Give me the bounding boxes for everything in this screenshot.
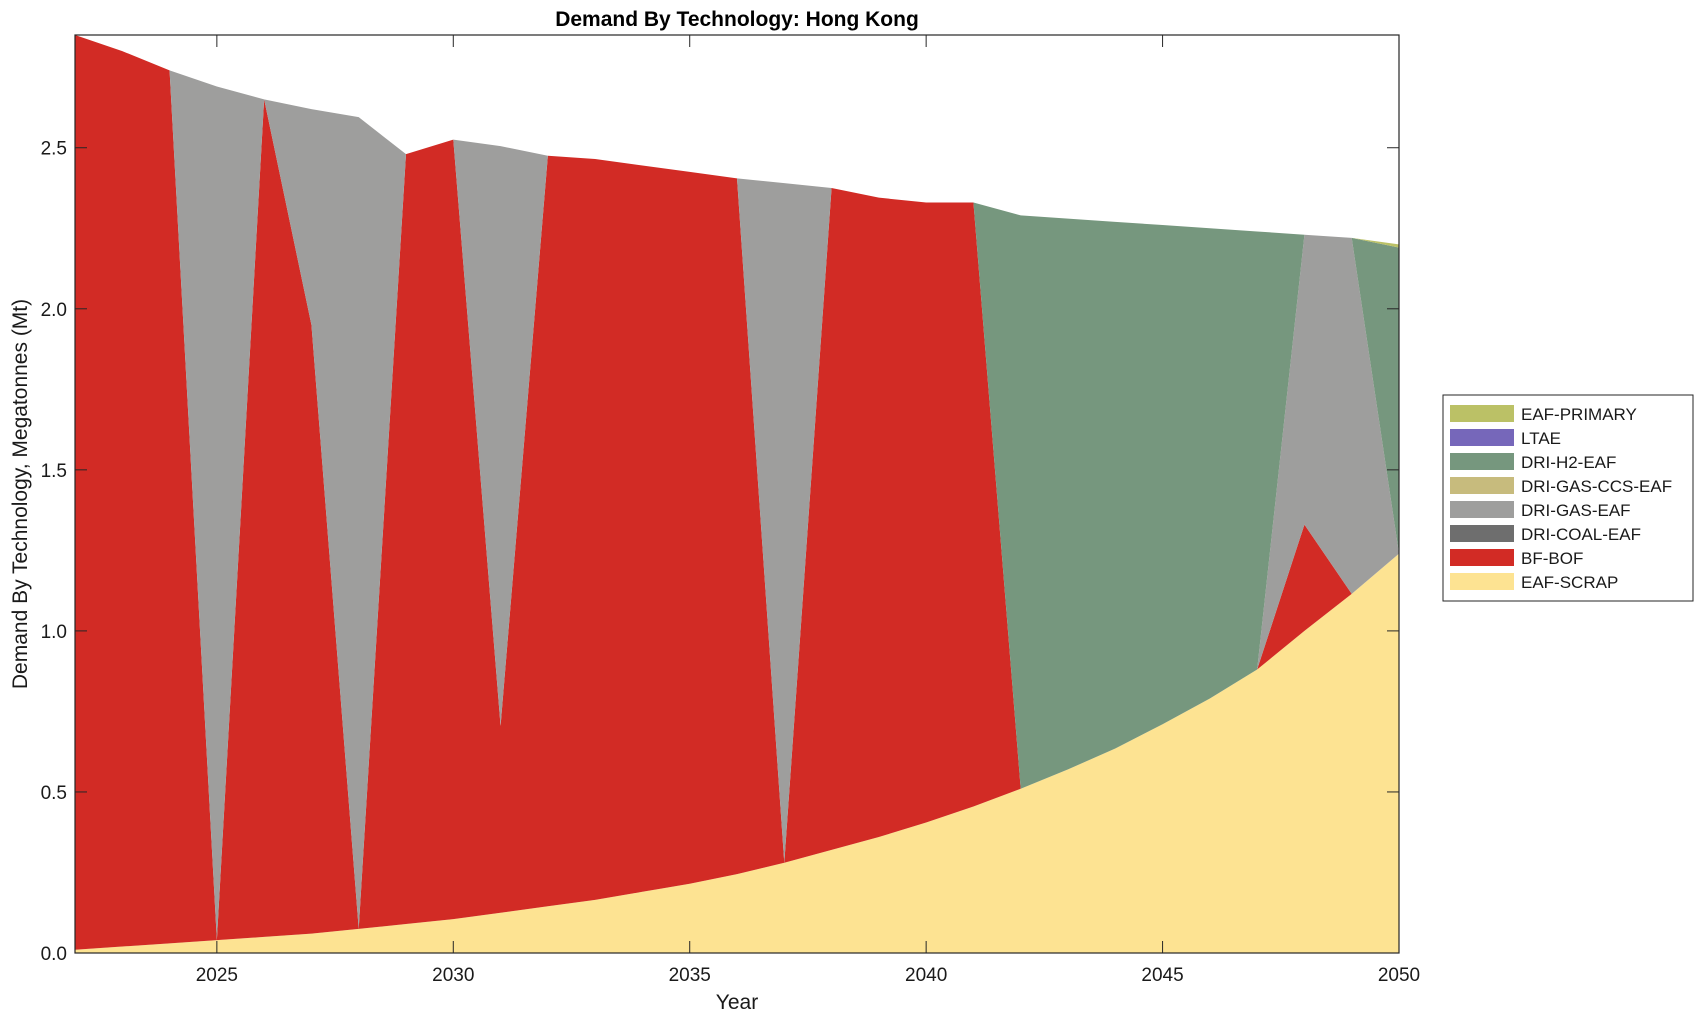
- legend-label-dri-h2-eaf: DRI-H2-EAF: [1521, 453, 1616, 472]
- legend-swatch-dri-h2-eaf: [1450, 453, 1514, 470]
- x-tick-label: 2030: [432, 965, 474, 986]
- y-tick-label: 2.5: [41, 139, 67, 160]
- legend: EAF-PRIMARY LTAE DRI-H2-EAF DRI-GAS-CCS-EAF…: [1442, 394, 1694, 602]
- legend-swatch-eaf-primary: [1450, 405, 1514, 422]
- x-tick-label: 2035: [669, 965, 711, 986]
- legend-swatch-bf-bof: [1450, 549, 1514, 566]
- chart-title: Demand By Technology: Hong Kong: [555, 8, 919, 31]
- legend-label-eaf-primary: EAF-PRIMARY: [1521, 405, 1637, 424]
- x-axis-label: Year: [716, 991, 758, 1014]
- legend-label-eaf-scrap: EAF-SCRAP: [1521, 573, 1618, 592]
- legend-swatch-eaf-scrap: [1450, 573, 1514, 590]
- legend-swatch-dri-gas-eaf: [1450, 501, 1514, 518]
- y-tick-label: 1.5: [41, 461, 67, 482]
- legend-label-dri-gas-eaf: DRI-GAS-EAF: [1521, 501, 1631, 520]
- x-axis: 2025 2030 2035 2040 2045 2050: [196, 35, 1420, 986]
- legend-label-ltae: LTAE: [1521, 429, 1561, 448]
- legend-swatch-dri-coal-eaf: [1450, 525, 1514, 542]
- area-bf-bof: [75, 35, 1399, 950]
- plot-areas: [75, 35, 1399, 953]
- legend-swatch-ltae: [1450, 429, 1514, 446]
- y-axis-label: Demand By Technology, Megatonnes (Mt): [9, 299, 32, 689]
- legend-swatch-dri-gas-ccs-eaf: [1450, 477, 1514, 494]
- y-tick-label: 1.0: [41, 622, 67, 643]
- x-tick-label: 2040: [905, 965, 947, 986]
- y-tick-label: 2.0: [41, 300, 67, 321]
- area-dri-gas-eaf: [75, 35, 1399, 941]
- y-axis: 0.0 0.5 1.0 1.5 2.0 2.5: [41, 139, 1399, 965]
- area-eaf-scrap: [75, 553, 1399, 953]
- plot-frame: [74, 34, 1400, 954]
- legend-box: [1442, 394, 1694, 602]
- x-tick-label: 2050: [1378, 965, 1420, 986]
- y-tick-label: 0.0: [41, 944, 67, 965]
- x-tick-label: 2045: [1141, 965, 1183, 986]
- y-tick-label: 0.5: [41, 783, 67, 804]
- legend-label-dri-coal-eaf: DRI-COAL-EAF: [1521, 525, 1641, 544]
- legend-label-dri-gas-ccs-eaf: DRI-GAS-CCS-EAF: [1521, 477, 1672, 496]
- legend-label-bf-bof: BF-BOF: [1521, 549, 1583, 568]
- area-dri-h2-eaf: [75, 35, 1399, 789]
- x-tick-label: 2025: [196, 965, 238, 986]
